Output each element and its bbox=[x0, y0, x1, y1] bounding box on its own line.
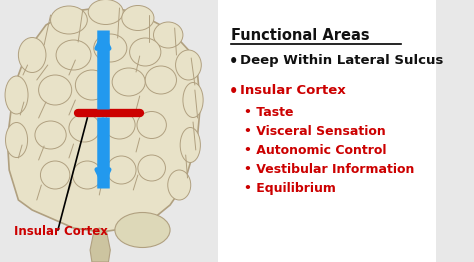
Ellipse shape bbox=[168, 170, 191, 200]
Text: • Vestibular Information: • Vestibular Information bbox=[244, 163, 414, 176]
Ellipse shape bbox=[94, 34, 127, 62]
Ellipse shape bbox=[183, 83, 203, 117]
Polygon shape bbox=[90, 228, 110, 262]
Ellipse shape bbox=[180, 128, 201, 162]
Ellipse shape bbox=[75, 70, 109, 100]
Ellipse shape bbox=[6, 123, 27, 157]
Ellipse shape bbox=[5, 76, 28, 114]
Text: Insular Cortex: Insular Cortex bbox=[14, 225, 108, 238]
Ellipse shape bbox=[104, 111, 135, 139]
Ellipse shape bbox=[129, 38, 161, 66]
Ellipse shape bbox=[138, 155, 165, 181]
Ellipse shape bbox=[175, 50, 201, 80]
Ellipse shape bbox=[88, 0, 123, 25]
Ellipse shape bbox=[122, 6, 154, 30]
Text: Insular Cortex: Insular Cortex bbox=[240, 84, 346, 97]
Ellipse shape bbox=[112, 68, 145, 96]
Text: Deep Within Lateral Sulcus: Deep Within Lateral Sulcus bbox=[240, 54, 443, 67]
Ellipse shape bbox=[115, 212, 170, 248]
Ellipse shape bbox=[51, 6, 87, 34]
Ellipse shape bbox=[137, 112, 166, 139]
Text: •: • bbox=[229, 84, 238, 99]
Text: • Visceral Sensation: • Visceral Sensation bbox=[244, 125, 385, 138]
Ellipse shape bbox=[56, 40, 91, 70]
Ellipse shape bbox=[69, 114, 100, 142]
Ellipse shape bbox=[145, 66, 176, 94]
Ellipse shape bbox=[73, 161, 102, 189]
Bar bbox=[218, 0, 436, 262]
Ellipse shape bbox=[107, 156, 136, 184]
Text: •: • bbox=[229, 54, 238, 69]
Text: • Equilibrium: • Equilibrium bbox=[244, 182, 336, 195]
Ellipse shape bbox=[38, 75, 72, 105]
Text: Functional Areas: Functional Areas bbox=[231, 28, 369, 43]
Ellipse shape bbox=[154, 22, 183, 48]
Ellipse shape bbox=[40, 161, 70, 189]
Ellipse shape bbox=[18, 37, 46, 73]
Text: • Taste: • Taste bbox=[244, 106, 293, 119]
Polygon shape bbox=[8, 8, 201, 232]
Ellipse shape bbox=[35, 121, 66, 149]
Text: • Autonomic Control: • Autonomic Control bbox=[244, 144, 386, 157]
